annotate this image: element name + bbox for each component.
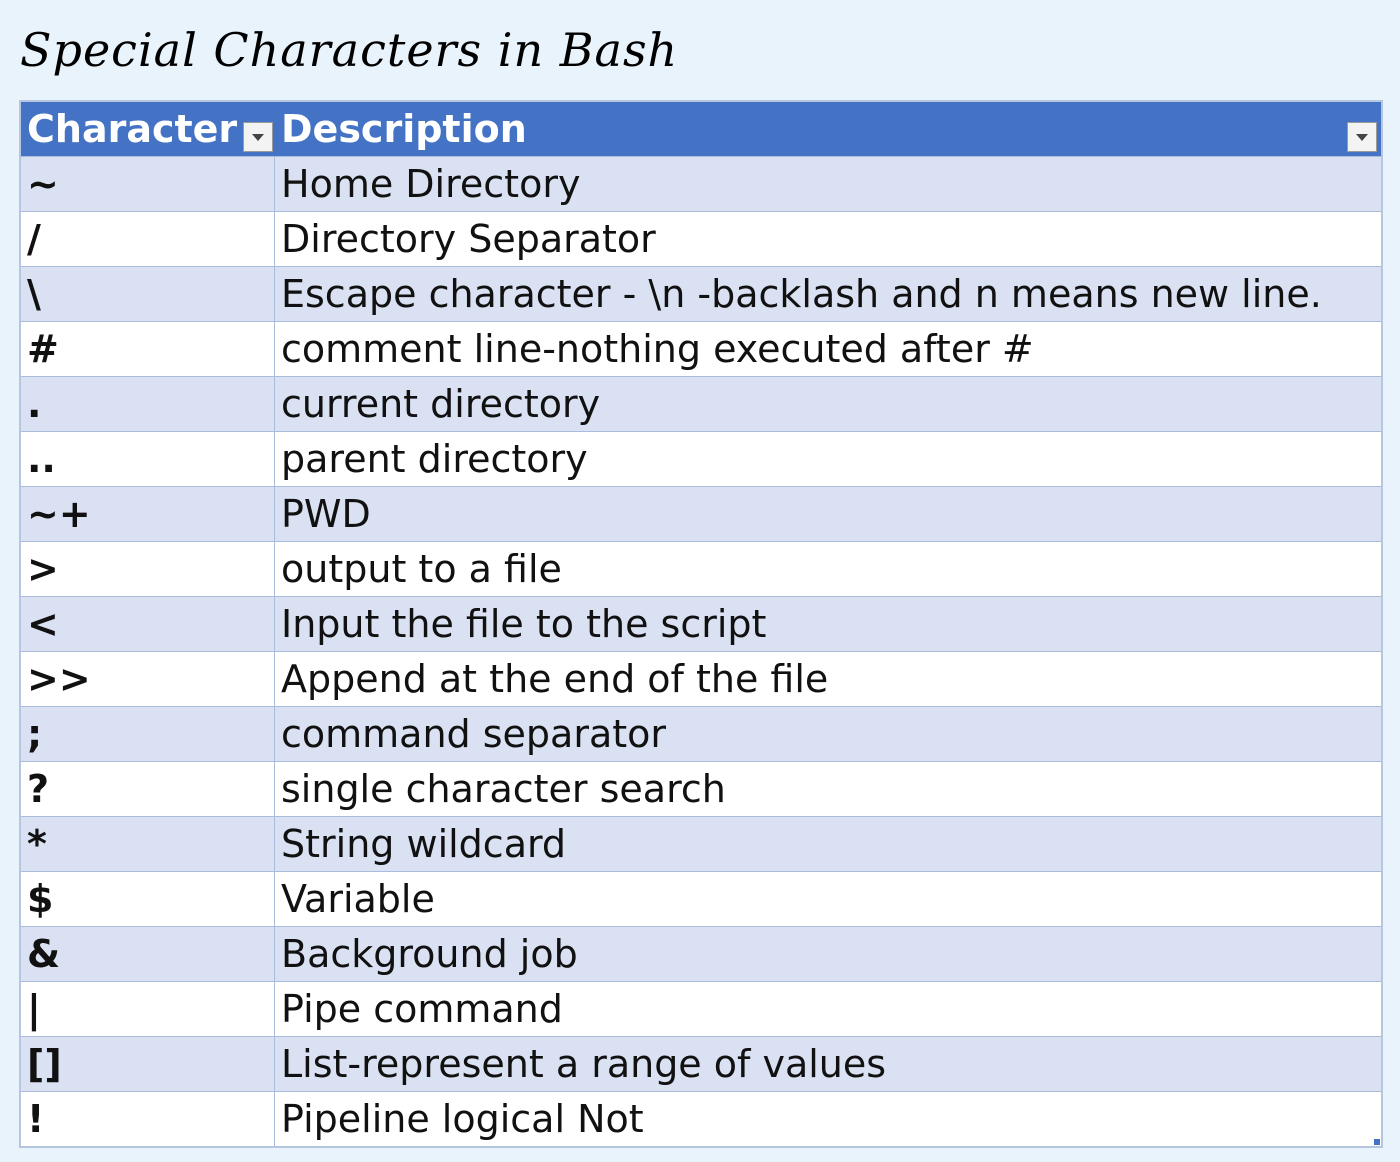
table-row: . current directory: [21, 376, 1381, 431]
table-row: ~+ PWD: [21, 486, 1381, 541]
character-cell[interactable]: .: [21, 377, 275, 431]
bash-characters-table: Character Description ~ Home Directory / Di…: [19, 100, 1383, 1148]
description-cell[interactable]: String wildcard: [281, 822, 567, 866]
table-row: >> Append at the end of the file: [21, 651, 1381, 706]
character-cell[interactable]: #: [21, 322, 275, 376]
character-cell[interactable]: !: [21, 1092, 275, 1146]
table-row: > output to a file: [21, 541, 1381, 596]
character-cell[interactable]: ~+: [21, 487, 275, 541]
description-cell[interactable]: single character search: [281, 767, 726, 811]
table-row: [] List-represent a range of values: [21, 1036, 1381, 1091]
character-cell[interactable]: >: [21, 542, 275, 596]
header-character: Character: [21, 102, 275, 156]
table-row: ? single character search: [21, 761, 1381, 816]
character-cell[interactable]: /: [21, 212, 275, 266]
description-cell[interactable]: Variable: [281, 877, 435, 921]
description-cell[interactable]: Input the file to the script: [281, 602, 767, 646]
description-cell[interactable]: PWD: [281, 492, 371, 536]
table-row: .. parent directory: [21, 431, 1381, 486]
description-cell[interactable]: Escape character - \n -backlash and n me…: [281, 272, 1322, 316]
table-row: ; command separator: [21, 706, 1381, 761]
character-cell[interactable]: *: [21, 817, 275, 871]
table-row: | Pipe command: [21, 981, 1381, 1036]
character-cell[interactable]: ~: [21, 157, 275, 211]
character-cell[interactable]: ?: [21, 762, 275, 816]
description-cell[interactable]: output to a file: [281, 547, 562, 591]
description-cell[interactable]: comment line-nothing executed after #: [281, 327, 1034, 371]
description-cell[interactable]: command separator: [281, 712, 667, 756]
character-cell[interactable]: <: [21, 597, 275, 651]
table-row: $ Variable: [21, 871, 1381, 926]
character-cell[interactable]: |: [21, 982, 275, 1036]
header-description: Description: [275, 102, 1381, 156]
character-cell[interactable]: >>: [21, 652, 275, 706]
table-body: ~ Home Directory / Directory Separator \ Esca…: [21, 156, 1381, 1146]
character-cell[interactable]: ;: [21, 707, 275, 761]
description-cell[interactable]: current directory: [281, 382, 601, 426]
table-row: < Input the file to the script: [21, 596, 1381, 651]
description-cell[interactable]: List-represent a range of values: [281, 1042, 887, 1086]
character-filter-dropdown-icon[interactable]: [243, 122, 273, 152]
header-character-label: Character: [27, 107, 238, 151]
table-row: ~ Home Directory: [21, 156, 1381, 211]
table-row: & Background job: [21, 926, 1381, 981]
description-filter-dropdown-icon[interactable]: [1347, 122, 1377, 152]
character-cell[interactable]: \: [21, 267, 275, 321]
description-cell[interactable]: Pipeline logical Not: [281, 1097, 644, 1141]
character-cell[interactable]: []: [21, 1037, 275, 1091]
description-cell[interactable]: Background job: [281, 932, 578, 976]
description-cell[interactable]: Append at the end of the file: [281, 657, 829, 701]
page-title: Special Characters in Bash: [20, 23, 679, 77]
character-cell[interactable]: &: [21, 927, 275, 981]
description-cell[interactable]: Pipe command: [281, 987, 563, 1031]
character-cell[interactable]: ..: [21, 432, 275, 486]
table-header-row: Character Description: [21, 102, 1381, 156]
table-row: \ Escape character - \n -backlash and n m…: [21, 266, 1381, 321]
table-row: ! Pipeline logical Not: [21, 1091, 1381, 1146]
table-row: / Directory Separator: [21, 211, 1381, 266]
header-description-label: Description: [281, 107, 527, 151]
description-cell[interactable]: Home Directory: [281, 162, 581, 206]
description-cell[interactable]: parent directory: [281, 437, 588, 481]
table-resize-handle-icon[interactable]: [1374, 1139, 1380, 1145]
description-cell[interactable]: Directory Separator: [281, 217, 656, 261]
character-cell[interactable]: $: [21, 872, 275, 926]
table-row: * String wildcard: [21, 816, 1381, 871]
table-row: # comment line-nothing executed after #: [21, 321, 1381, 376]
